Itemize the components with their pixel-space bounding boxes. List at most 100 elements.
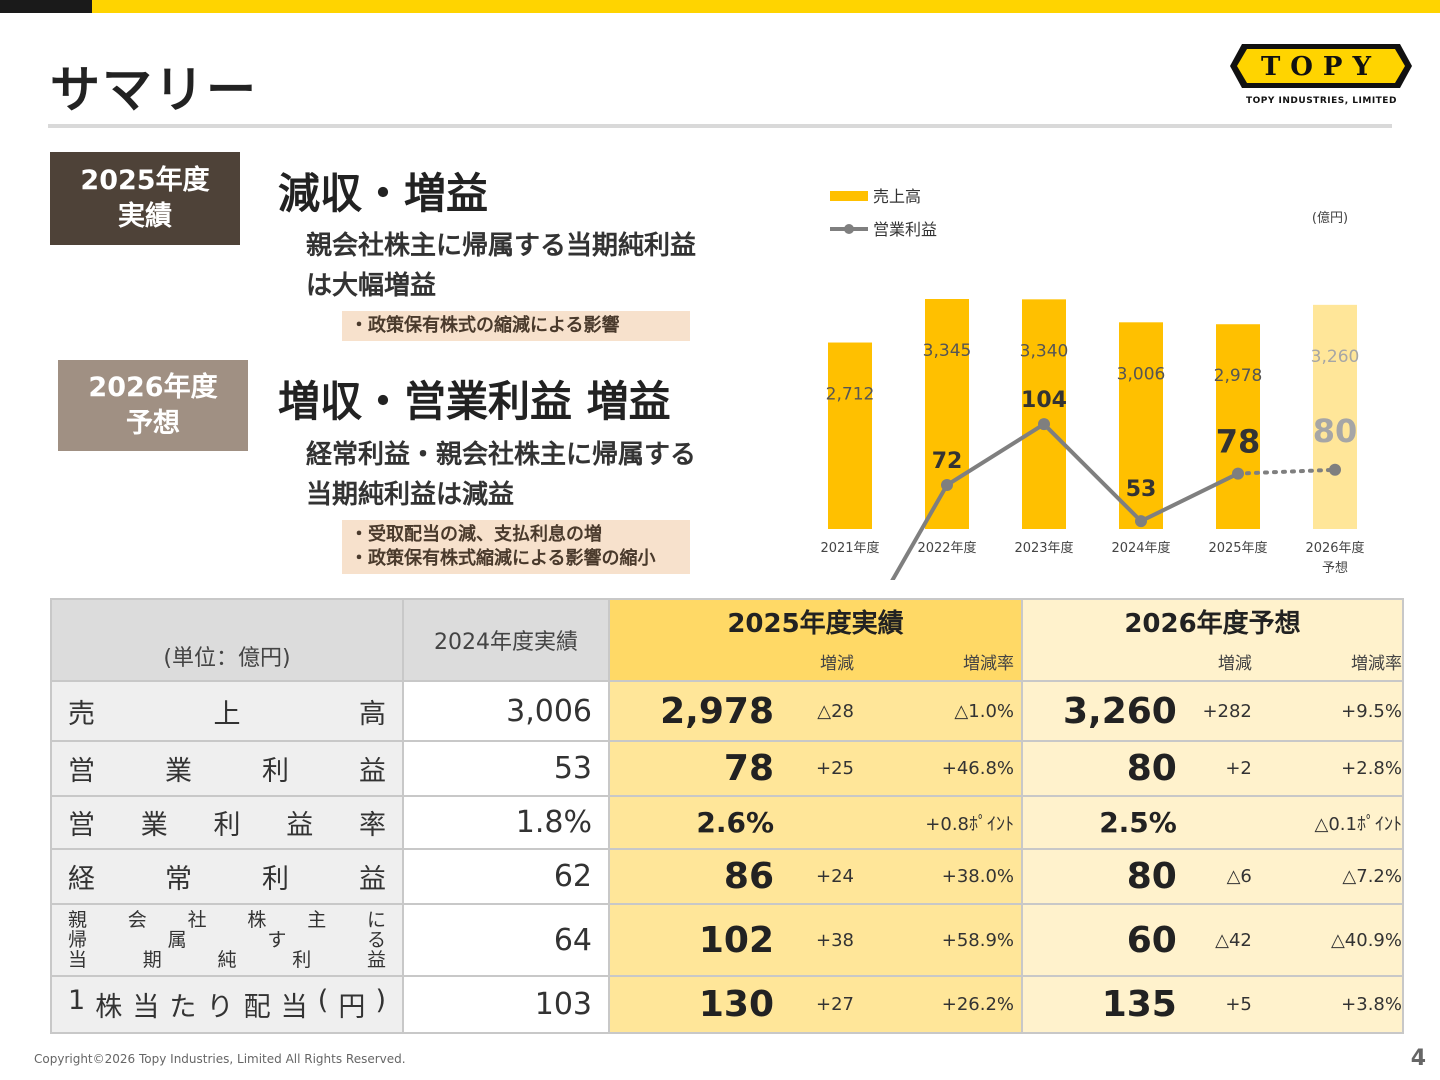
operating-profit-point xyxy=(941,479,953,491)
fy2025-badge-year: 2025年度 xyxy=(80,164,210,196)
row-label-line: 1 株当たり配当(円) xyxy=(68,985,386,1024)
rate-2025: +38.0% xyxy=(941,866,1014,887)
row-label-char: 当 xyxy=(280,992,308,1023)
row-label-line: 帰属する xyxy=(68,930,386,950)
change-2025: △28 xyxy=(817,700,854,722)
page-number: 4 xyxy=(1410,1046,1426,1071)
row-label-line: 営業利益 xyxy=(68,749,386,788)
sales-bar xyxy=(925,299,969,529)
value-2024: 62 xyxy=(402,848,610,905)
values-2025: 2,978 △28 △1.0% xyxy=(608,680,1023,742)
sales-bar xyxy=(1216,324,1260,529)
table-row: 経 常 利 益 62 86 +24 +38.0% 80 △6 △7.2% xyxy=(50,848,1404,905)
sales-label: 3,260 xyxy=(1311,347,1360,367)
table-row: 1 株当たり配当(円) 103 130 +27 +26.2% 135 +5 +3.8% xyxy=(50,975,1404,1034)
page-title: サマリー xyxy=(50,61,258,119)
rate-2026: △40.9% xyxy=(1330,929,1402,951)
sales-bar xyxy=(828,342,872,529)
rate-2025: +0.8ﾎﾟｲﾝﾄ xyxy=(925,813,1014,835)
table-header-row: (単位：億円) 2024年度実績 2025年度実績 2026年度予想 xyxy=(50,598,1404,682)
legend-sales-swatch xyxy=(830,191,868,201)
row-label-char: 円 xyxy=(338,992,366,1023)
fy2026-badge-year: 2026年度 xyxy=(88,371,218,403)
fy2025-subtext-line2: は大幅増益 xyxy=(306,271,437,301)
row-label: 営業利益 xyxy=(50,740,404,797)
table-row: 営 業 利 益 率 1.8% 2.6% +0.8ﾎﾟｲﾝﾄ 2.5% △0.1ﾎﾟｲﾝﾄ xyxy=(50,795,1404,850)
operating-profit-point xyxy=(1329,463,1341,476)
values-2025-cells: 86 +24 +38.0% xyxy=(610,856,1021,897)
logo-subtitle: TOPY INDUSTRIES, LIMITED xyxy=(1246,96,1397,106)
row-label-char: 率 xyxy=(359,810,386,841)
values-2026-cells: 60 △42 △40.9% xyxy=(1023,920,1402,961)
value-2025: 78 xyxy=(723,748,774,789)
row-label-char: 営 xyxy=(68,756,95,787)
fy2025-headline: 減収・増益 xyxy=(278,169,489,218)
row-label-line: 営業利益率 xyxy=(68,803,386,842)
values-2025-cells: 2.6% +0.8ﾎﾟｲﾝﾄ xyxy=(610,806,1021,839)
row-label: 親 会 社 株 主 に帰 属 す る当 期 純 利 益 xyxy=(50,903,404,977)
row-label-char: 業 xyxy=(165,756,192,787)
row-label: 経常利益 xyxy=(50,848,404,905)
sales-profit-chart: 2,712 3,345 3,340 3,006 2,978 3,260 2021年度 2022… xyxy=(800,170,1400,699)
row-label-char: 業 xyxy=(140,810,168,841)
table-row: 親 会 社 株 主 に帰 属 す る当 期 純 利 益 64 102 +38 +58.9% 60 △42 △40.9% xyxy=(50,903,1404,977)
operating-profit-label: 72 xyxy=(932,449,963,474)
x-tick-label: 2021年度 xyxy=(820,540,879,556)
table-subheader-row: 増減 増減率 増減 増減率 xyxy=(51,643,1404,682)
row-label-char: ( xyxy=(317,985,329,1016)
value-2026: 3,260 xyxy=(1062,690,1177,732)
values-2026-cells: 3,260 +282 +9.5% xyxy=(1023,691,1402,732)
row-label-char: 株 xyxy=(95,992,123,1023)
chart-svg: 2,712 3,345 3,340 3,006 2,978 3,260 2021年度 2022… xyxy=(820,187,1364,699)
rate-2025: +26.2% xyxy=(941,994,1014,1015)
fy2025-badge: 2025年度 実績 xyxy=(50,152,240,245)
value-2025: 2.6% xyxy=(696,806,774,839)
value-2025: 2,978 xyxy=(660,690,774,732)
change-2026: +2 xyxy=(1225,758,1252,779)
fy2026-subtext-line1: 経常利益・親会社株主に帰属する xyxy=(306,440,697,470)
change-2025: +25 xyxy=(816,758,854,779)
rate-2026: +2.8% xyxy=(1341,758,1402,779)
value-2024: 103 xyxy=(402,975,610,1034)
values-2025: 78 +25 +46.8% xyxy=(608,740,1023,797)
row-label-char: 利 xyxy=(213,810,241,841)
row-label-char: 高 xyxy=(359,698,386,730)
row-label-char: に xyxy=(366,909,386,931)
operating-profit-point xyxy=(1232,467,1244,480)
change-2026: △6 xyxy=(1226,866,1252,887)
fy2026-note-line1: ・受取配当の減、支払利息の増 xyxy=(350,524,602,545)
x-tick-label: 2023年度 xyxy=(1014,540,1073,556)
values-2025-cells: 130 +27 +26.2% xyxy=(610,984,1021,1025)
fy2026-note-line2: ・政策保有株式縮減による影響の縮小 xyxy=(350,548,656,569)
topy-logo-mark: TOPY xyxy=(1230,44,1412,88)
rate-2026: +9.5% xyxy=(1341,700,1402,722)
values-2025-cells: 2,978 △28 △1.0% xyxy=(610,691,1021,732)
values-2025-cells: 102 +38 +58.9% xyxy=(610,920,1021,961)
operating-profit-label: 53 xyxy=(1126,477,1157,502)
values-2026-cells: 135 +5 +3.8% xyxy=(1023,984,1402,1025)
row-label-line: 当期純利益 xyxy=(68,950,386,970)
row-label-char: り xyxy=(206,992,234,1023)
operating-profit-point xyxy=(1038,418,1050,431)
col-2026-header: 2026年度予想 xyxy=(1021,598,1404,643)
row-label-char: 株 xyxy=(247,909,267,931)
values-2025: 86 +24 +38.0% xyxy=(608,848,1023,905)
logo-mark-text: TOPY xyxy=(1261,52,1381,82)
row-label-char: 売 xyxy=(68,698,95,730)
value-2025: 102 xyxy=(698,919,774,961)
value-2026: 80 xyxy=(1126,748,1177,789)
row-label-char: す xyxy=(267,929,287,951)
col-2026-subheader: 増減 増減率 xyxy=(1021,643,1404,682)
col-2026-rate-label: 増減率 xyxy=(1350,654,1402,674)
value-2026: 135 xyxy=(1101,984,1177,1025)
top-accent-yellow xyxy=(92,0,1440,13)
top-accent-black xyxy=(0,0,92,13)
change-2026: △42 xyxy=(1215,929,1252,951)
col-2025-rate-label: 増減率 xyxy=(963,654,1014,674)
fy2025-badge-type: 実績 xyxy=(118,200,172,232)
values-2026: 3,260 +282 +9.5% xyxy=(1021,680,1404,742)
sales-bar xyxy=(1022,299,1066,529)
rate-2026: △0.1ﾎﾟｲﾝﾄ xyxy=(1314,813,1402,835)
sales-label: 2,978 xyxy=(1214,366,1263,386)
x-tick-label: 2022年度 xyxy=(917,540,976,556)
